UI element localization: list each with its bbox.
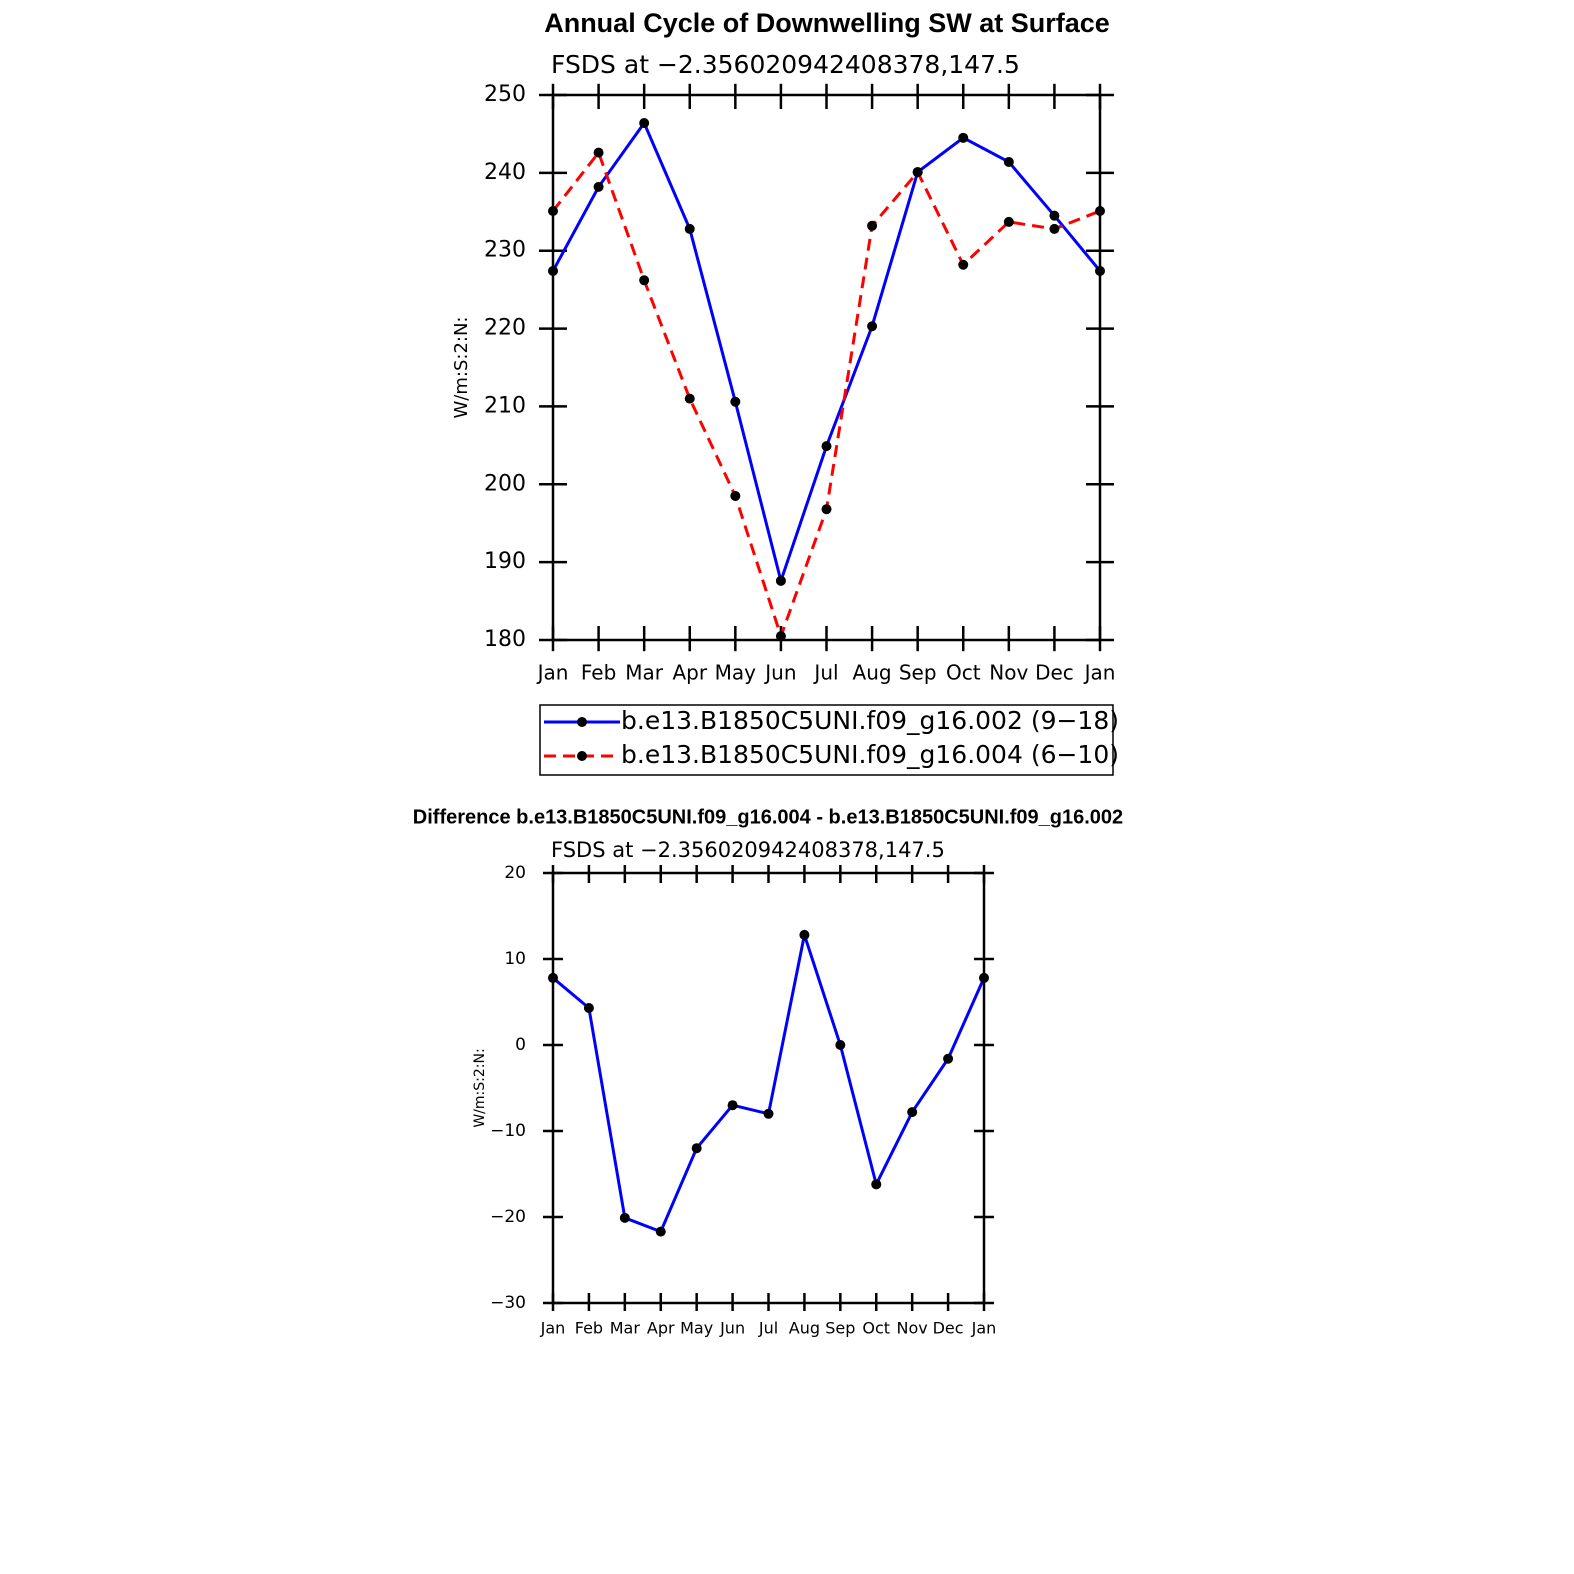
plot-frame [551,871,986,1305]
legend-marker [577,717,587,727]
data-point [593,181,604,192]
series-line [552,929,986,1234]
data-point [1095,206,1105,217]
data-point [867,220,878,231]
data-point [799,929,810,940]
x-tick-label: Oct [946,661,981,685]
x-tick-label: Dec [1035,661,1074,685]
x-tick-label: Jul [758,1319,778,1338]
y-tick-label: 200 [484,471,526,496]
x-tick-label: Mar [610,1319,641,1338]
chart-title: Annual Cycle of Downwelling SW at Surfac… [544,8,1110,38]
y-tick-label: 0 [515,1035,526,1055]
data-point [912,167,923,178]
data-point [979,972,989,983]
y-axis-label: W/m:S:2:N: [451,317,472,419]
data-point [593,147,604,158]
data-point [684,223,695,234]
legend-box [539,704,1114,776]
data-point [639,118,650,129]
x-tick-label: May [680,1319,713,1338]
data-point [684,393,695,404]
data-point [775,575,786,586]
x-tick-label: Mar [625,661,664,685]
x-tick-label: Jan [971,1319,997,1338]
chart-title: Difference b.e13.B1850C5UNI.f09_g16.004 … [413,806,1123,828]
data-point [821,504,832,515]
x-tick-label: Aug [853,661,892,685]
y-tick-label: 250 [484,82,526,107]
data-point [821,441,832,452]
data-point [548,972,558,983]
legend-label: b.e13.B1850C5UNI.f09_g16.002 (9−18) [621,706,1119,735]
data-point [907,1107,918,1118]
data-point [583,1003,594,1014]
x-tick-label: Sep [825,1319,855,1338]
x-tick-label: Sep [899,661,937,685]
x-tick-label: Jan [1083,661,1116,685]
data-point [548,265,558,276]
y-tick-label: 190 [484,549,526,574]
data-point [775,631,786,642]
data-point [691,1143,702,1154]
data-point [1003,216,1014,227]
data-point [958,259,969,270]
y-tick-label: −10 [490,1121,526,1141]
series-line [551,149,1101,641]
x-tick-label: Jan [540,1319,566,1338]
data-point [1049,223,1060,234]
y-tick-label: 20 [504,863,526,883]
data-point [943,1053,954,1064]
x-tick-label: Jan [536,661,569,685]
data-point [730,490,741,501]
legend-label: b.e13.B1850C5UNI.f09_g16.004 (6−10) [621,740,1119,769]
data-point [548,206,558,217]
data-point [835,1040,846,1050]
legend-marker [577,751,587,761]
y-tick-label: 220 [484,316,526,341]
x-tick-label: Jul [812,661,838,685]
data-point [867,321,878,332]
x-tick-label: Feb [575,1319,603,1338]
y-tick-label: 10 [504,949,526,969]
data-point [958,132,969,143]
x-tick-label: Jun [719,1319,745,1338]
data-point [639,275,650,286]
data-point [1049,210,1060,221]
data-point [730,396,741,407]
x-tick-label: Jun [763,661,796,685]
data-point [655,1226,666,1237]
data-point [871,1179,882,1190]
x-tick-label: Apr [672,661,707,685]
data-point [619,1212,630,1223]
x-tick-label: Nov [989,661,1028,685]
y-tick-label: 230 [484,238,526,263]
y-tick-label: 180 [484,627,526,652]
chart-subtitle: FSDS at −2.356020942408378,147.5 [551,50,1020,79]
x-tick-label: Nov [897,1319,928,1338]
x-tick-label: Apr [647,1319,675,1338]
y-axis-label: W/m:S:2:N: [472,1048,488,1127]
data-point [1003,156,1014,167]
y-tick-label: −20 [490,1207,526,1227]
x-tick-label: May [715,661,757,685]
y-tick-label: 240 [484,160,526,185]
y-tick-label: 210 [484,393,526,418]
x-tick-label: Dec [933,1319,964,1338]
x-tick-label: Oct [862,1319,890,1338]
chart-subtitle: FSDS at −2.356020942408378,147.5 [551,838,945,862]
x-tick-label: Feb [581,661,616,685]
data-point [1095,265,1105,276]
y-tick-label: −30 [490,1293,526,1313]
x-tick-label: Aug [789,1319,820,1338]
data-point [727,1100,738,1111]
data-point [763,1108,774,1119]
plot-frame [551,93,1102,642]
